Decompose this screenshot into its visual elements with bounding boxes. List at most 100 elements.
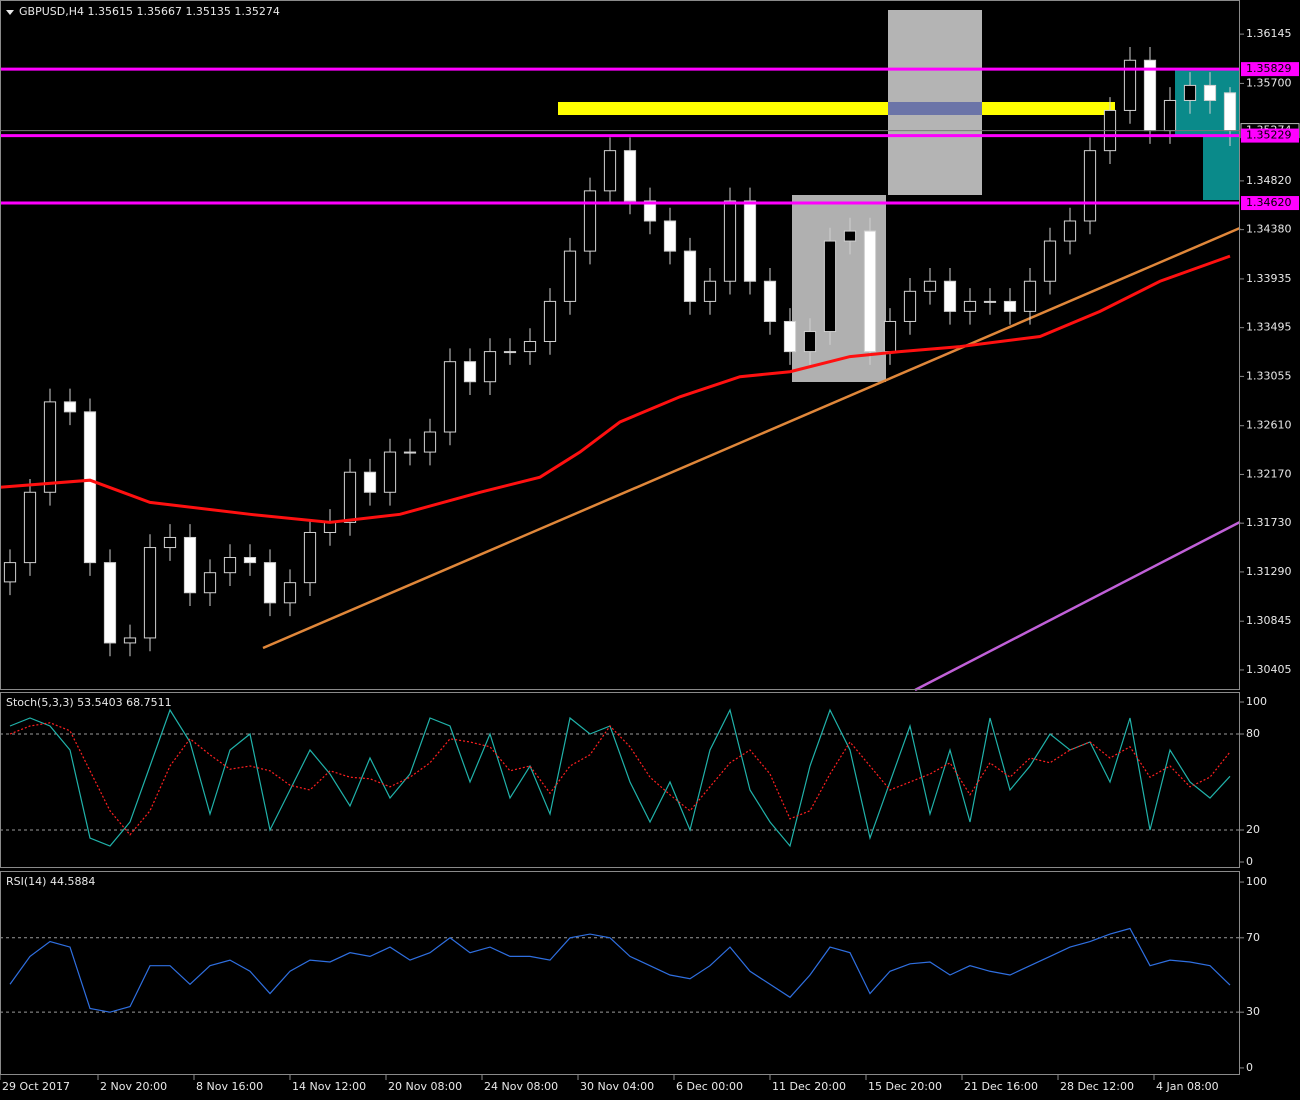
candle-body [823, 240, 837, 333]
labels: GBPUSD,H4 1.35615 1.35667 1.35135 1.3527… [0, 5, 1300, 1093]
level-label: 1.34620 [1246, 196, 1292, 209]
candle-body [1123, 59, 1137, 111]
candle-body [1063, 220, 1077, 242]
y-tick-label: 70 [1246, 931, 1260, 944]
candle-body [1043, 240, 1057, 282]
candle-body [303, 531, 317, 584]
candle-body [483, 351, 497, 383]
y-tick-label: 1.33935 [1246, 272, 1292, 285]
candle-body [863, 230, 877, 353]
candle-body [1003, 300, 1017, 312]
y-tick-label: 100 [1246, 695, 1267, 708]
candle-body [1143, 59, 1157, 132]
candle-body [263, 562, 277, 604]
candle-body [723, 200, 737, 282]
y-tick-label: 1.30845 [1246, 614, 1292, 627]
candle-body [683, 250, 697, 302]
candle-body [163, 536, 177, 549]
level-label: 1.35229 [1246, 129, 1292, 142]
x-tick-label: 30 Nov 04:00 [580, 1080, 654, 1093]
panel-border [0, 0, 1240, 690]
y-tick-label: 20 [1246, 823, 1260, 836]
indicator-line [9, 927, 1231, 1013]
candle-body [883, 320, 897, 353]
candle-body [903, 290, 917, 322]
y-tick-label: 1.32610 [1246, 419, 1292, 432]
candle-body [443, 361, 457, 433]
candle-body [463, 361, 477, 383]
y-tick-label: 30 [1246, 1005, 1260, 1018]
candle-body [323, 521, 337, 533]
y-tick-label: 1.36145 [1246, 27, 1292, 40]
x-tick-label: 28 Dec 12:00 [1060, 1080, 1134, 1093]
candle-body [803, 331, 817, 353]
candle-body [83, 411, 97, 564]
candle-body [703, 280, 717, 302]
candle-body [563, 250, 577, 302]
indicator-title: RSI(14) 44.5884 [6, 875, 95, 888]
candle-body [143, 547, 157, 639]
y-tick-label: 1.35700 [1246, 76, 1292, 89]
candle-body [63, 401, 77, 413]
y-tick-label: 0 [1246, 855, 1253, 868]
x-tick-label: 8 Nov 16:00 [196, 1080, 263, 1093]
candle-body [603, 150, 617, 192]
x-tick-label: 24 Nov 08:00 [484, 1080, 558, 1093]
candle-body [343, 471, 357, 523]
candle-body [623, 150, 637, 202]
candle-body [543, 300, 557, 343]
x-tick-label: 6 Dec 00:00 [676, 1080, 743, 1093]
candle-body [523, 341, 537, 353]
candle-body [1223, 92, 1237, 132]
y-tick-label: 1.32170 [1246, 467, 1292, 480]
candle-body [103, 562, 117, 644]
candle-body [843, 230, 857, 242]
candle-body [243, 557, 257, 564]
y-tick-label: 1.33055 [1246, 369, 1292, 382]
candle-body [743, 200, 757, 282]
frame [0, 0, 1240, 1075]
candle-body [663, 220, 677, 252]
trend-line [914, 520, 1241, 692]
y-tick-label: 100 [1246, 875, 1267, 888]
candle-body [783, 320, 797, 353]
trend-line [262, 226, 1241, 650]
candle-body [1183, 84, 1197, 101]
x-tick-label: 14 Nov 12:00 [292, 1080, 366, 1093]
y-tick-label: 80 [1246, 727, 1260, 740]
x-tick-label: 29 Oct 2017 [2, 1080, 70, 1093]
candle-body [183, 536, 197, 594]
candle-body [1203, 84, 1217, 101]
candle-body [943, 280, 957, 312]
candle-body [223, 557, 237, 574]
x-tick-label: 11 Dec 20:00 [772, 1080, 846, 1093]
y-tick-label: 1.31730 [1246, 516, 1292, 529]
y-tick-label: 0 [1246, 1061, 1253, 1074]
candle-body [403, 451, 417, 454]
candle-body [383, 451, 397, 493]
y-tick-label: 1.33495 [1246, 321, 1292, 334]
x-tick-label: 4 Jan 08:00 [1156, 1080, 1219, 1093]
x-tick-label: 15 Dec 20:00 [868, 1080, 942, 1093]
data-layer [0, 46, 1240, 1013]
y-tick-label: 1.31290 [1246, 565, 1292, 578]
moving-average [0, 254, 1231, 524]
y-tick-label: 1.30405 [1246, 663, 1292, 676]
x-tick-label: 2 Nov 20:00 [100, 1080, 167, 1093]
panel-border [0, 692, 1240, 868]
candle-body [963, 300, 977, 312]
candle-body [923, 280, 937, 292]
x-tick-label: 21 Dec 16:00 [964, 1080, 1038, 1093]
candle-body [283, 582, 297, 604]
candle-body [1023, 280, 1037, 312]
zone-box [1203, 135, 1240, 200]
candle-body [503, 351, 517, 354]
candle-body [3, 562, 17, 583]
candle-body [43, 401, 57, 493]
candle-body [423, 431, 437, 453]
zone-overlap [888, 102, 982, 115]
candle-body [1163, 99, 1177, 132]
candle-body [1083, 150, 1097, 222]
